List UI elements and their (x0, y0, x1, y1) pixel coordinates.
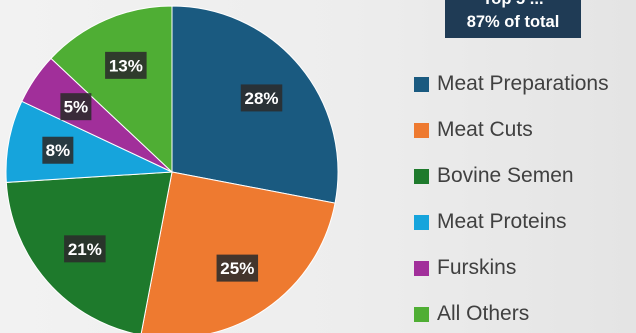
pie-slices (5, 5, 339, 333)
callout-line-1: Top 5 ... (445, 0, 581, 11)
data-label-box (42, 136, 74, 164)
data-label-box (240, 84, 283, 112)
legend-item-all-others: All Others (414, 291, 609, 333)
data-label-meat-proteins: 8% (42, 136, 74, 164)
data-label-meat-preparations: 28% (240, 84, 283, 112)
data-label-text: 13% (109, 56, 143, 75)
data-label-text: 25% (220, 259, 254, 278)
legend-item-meat-preparations: Meat Preparations (414, 61, 609, 107)
legend-swatch (414, 214, 429, 230)
legend-label: Meat Proteins (437, 210, 567, 233)
callout-line-2: 87% of total (466, 13, 560, 31)
legend-swatch (414, 306, 429, 322)
legend-swatch (414, 260, 429, 276)
data-label-text: 21% (68, 240, 102, 259)
chart-legend: Meat Preparations Meat Cuts Bovine Semen… (414, 61, 609, 333)
data-label-box (64, 235, 106, 263)
data-label-all-others: 13% (105, 51, 147, 79)
legend-item-bovine-semen: Bovine Semen (414, 153, 609, 199)
data-label-meat-cuts: 25% (216, 254, 259, 282)
legend-swatch (414, 76, 429, 92)
data-label-text: 8% (46, 141, 71, 160)
pie-data-labels: 28% 25% 21% 8% 5% 13% (42, 51, 283, 282)
data-label-box (216, 254, 259, 282)
data-label-text: 5% (64, 98, 89, 117)
legend-label: Meat Preparations (437, 72, 609, 95)
pie-slice-all-others (50, 5, 173, 174)
data-label-box (60, 93, 92, 121)
pie-slice-meat-cuts (140, 171, 336, 333)
data-label-box (105, 51, 147, 79)
data-label-furskins: 5% (60, 93, 92, 121)
legend-label: Furskins (437, 256, 517, 279)
data-label-bovine-semen: 21% (64, 235, 106, 263)
legend-label: All Others (437, 302, 530, 325)
legend-swatch (414, 168, 429, 184)
data-label-text: 28% (245, 89, 279, 108)
legend-label: Meat Cuts (437, 118, 533, 141)
legend-item-furskins: Furskins (414, 245, 609, 291)
legend-swatch (414, 122, 429, 138)
legend-item-meat-cuts: Meat Cuts (414, 107, 609, 153)
total-callout: Top 5 ... 87% of total (445, 0, 581, 38)
legend-label: Bovine Semen (437, 164, 574, 187)
legend-item-meat-proteins: Meat Proteins (414, 199, 609, 245)
